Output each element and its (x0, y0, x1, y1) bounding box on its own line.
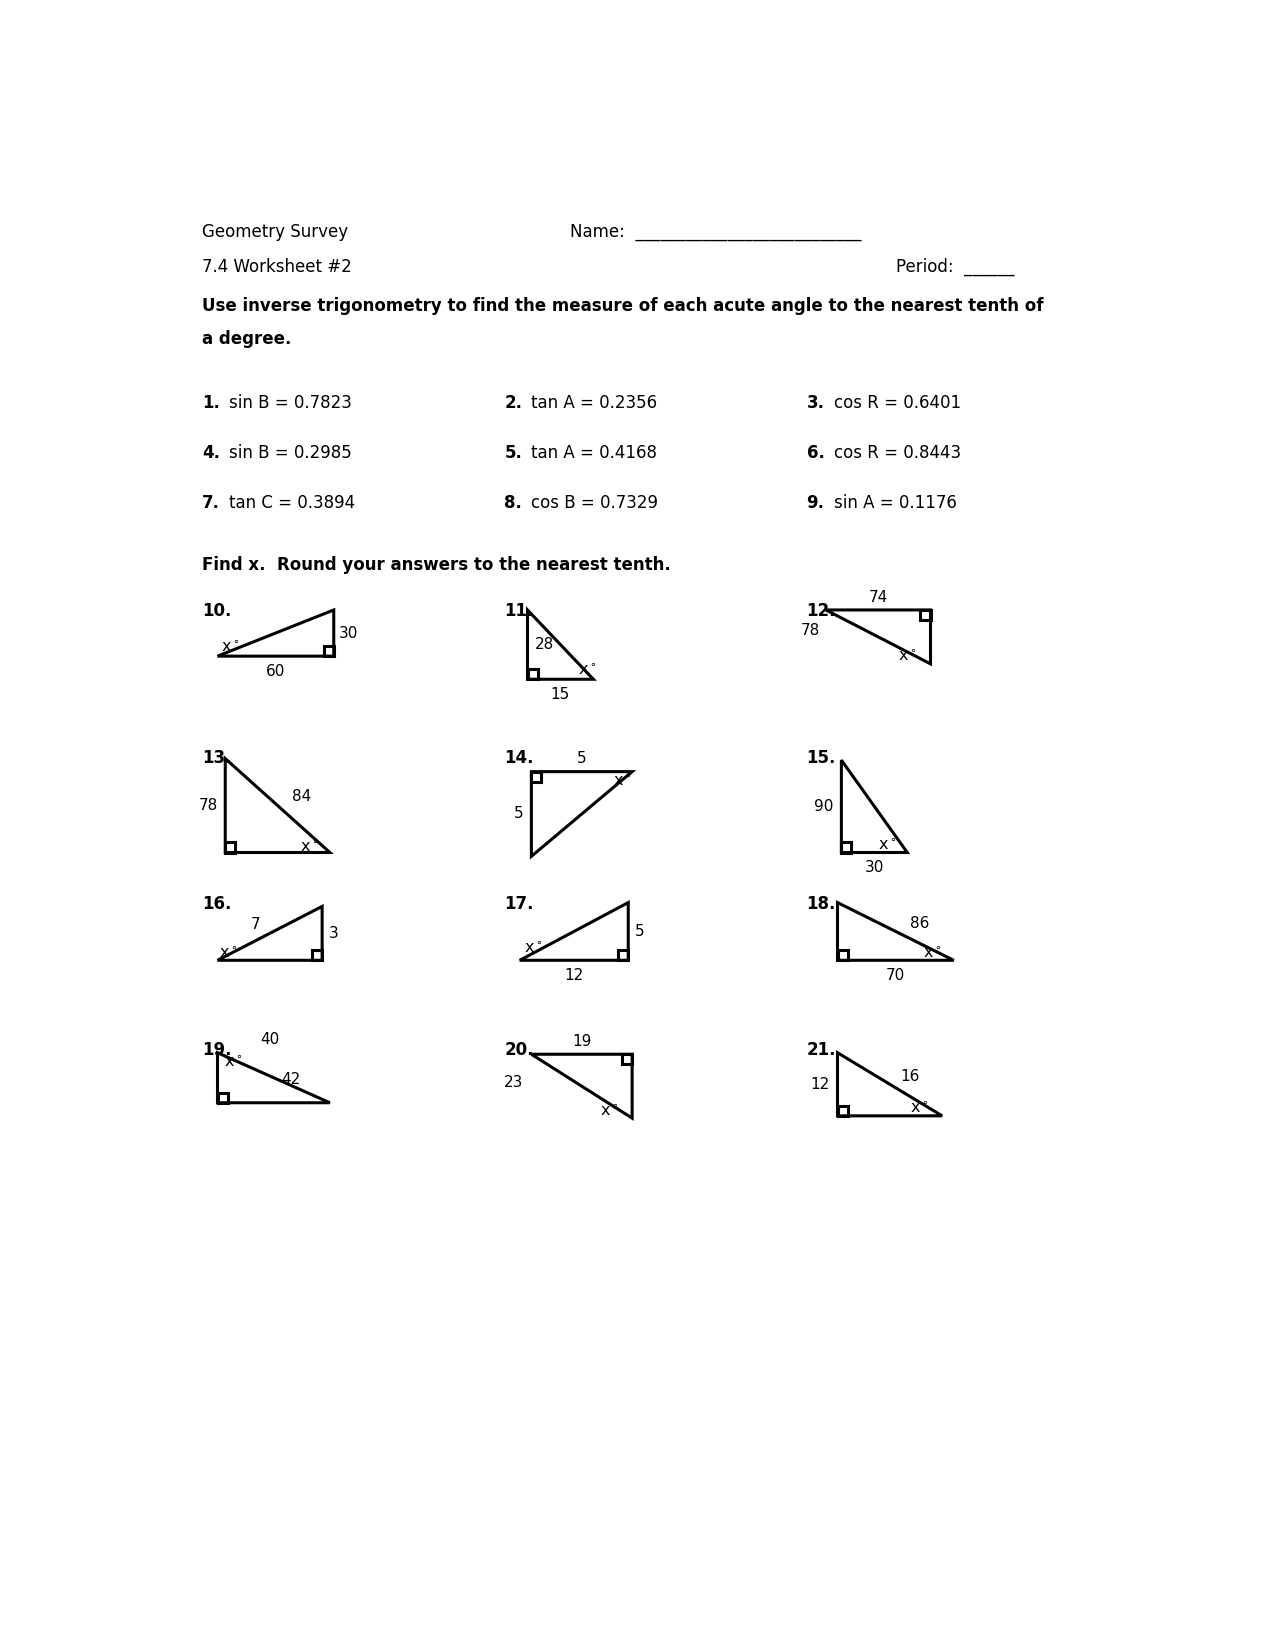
Text: 7.: 7. (201, 495, 221, 513)
Text: 2.: 2. (504, 394, 523, 412)
Text: 19: 19 (572, 1035, 592, 1049)
Text: Name:  ___________________________: Name: ___________________________ (570, 223, 862, 241)
Text: 30: 30 (864, 860, 884, 874)
Text: 3.: 3. (807, 394, 825, 412)
Text: tan A = 0.2356: tan A = 0.2356 (532, 394, 658, 412)
Text: 90: 90 (815, 799, 834, 813)
Text: Geometry Survey: Geometry Survey (201, 223, 348, 241)
Text: 40: 40 (260, 1033, 279, 1048)
Text: 78: 78 (198, 799, 218, 813)
Text: 5: 5 (576, 751, 587, 766)
Text: 3: 3 (329, 926, 338, 940)
Text: x$^\circ$: x$^\circ$ (877, 837, 896, 853)
Text: 12.: 12. (807, 602, 836, 620)
Text: x$^\circ$: x$^\circ$ (578, 662, 597, 678)
Text: 10.: 10. (201, 602, 231, 620)
Text: 6.: 6. (807, 444, 825, 462)
Text: x$^\circ$: x$^\circ$ (223, 1054, 242, 1071)
Text: sin B = 0.2985: sin B = 0.2985 (230, 444, 352, 462)
Text: 4.: 4. (201, 444, 221, 462)
Text: 1.: 1. (201, 394, 219, 412)
Text: 21.: 21. (807, 1041, 836, 1059)
Text: 5.: 5. (504, 444, 523, 462)
Text: 12: 12 (811, 1077, 830, 1092)
Text: x$^\circ$: x$^\circ$ (599, 1102, 618, 1119)
Text: 78: 78 (801, 624, 820, 639)
Text: 14.: 14. (504, 749, 534, 767)
Text: 5: 5 (635, 924, 644, 939)
Text: 12: 12 (565, 969, 584, 983)
Text: 7.4 Worksheet #2: 7.4 Worksheet #2 (201, 257, 352, 276)
Text: 42: 42 (282, 1072, 301, 1087)
Text: x$^\circ$: x$^\circ$ (301, 838, 320, 855)
Text: 84: 84 (292, 789, 311, 804)
Text: 13.: 13. (201, 749, 232, 767)
Text: Period:  ______: Period: ______ (895, 257, 1014, 276)
Text: x$^\circ$: x$^\circ$ (909, 1101, 928, 1117)
Text: x$^\circ$: x$^\circ$ (613, 774, 631, 789)
Text: 8.: 8. (504, 495, 523, 513)
Text: sin A = 0.1176: sin A = 0.1176 (834, 495, 956, 513)
Text: 18.: 18. (807, 894, 836, 912)
Text: 30: 30 (339, 625, 358, 640)
Text: 17.: 17. (504, 894, 534, 912)
Text: cos B = 0.7329: cos B = 0.7329 (532, 495, 658, 513)
Text: 16.: 16. (201, 894, 231, 912)
Text: 15.: 15. (807, 749, 836, 767)
Text: 74: 74 (868, 589, 887, 604)
Text: 28: 28 (534, 637, 553, 652)
Text: Use inverse trigonometry to find the measure of each acute angle to the nearest : Use inverse trigonometry to find the mea… (201, 297, 1043, 315)
Text: a degree.: a degree. (201, 330, 292, 348)
Text: 7: 7 (251, 917, 260, 932)
Text: 19.: 19. (201, 1041, 232, 1059)
Text: 16: 16 (900, 1069, 921, 1084)
Text: sin B = 0.7823: sin B = 0.7823 (230, 394, 352, 412)
Text: 11.: 11. (504, 602, 534, 620)
Text: 20.: 20. (504, 1041, 534, 1059)
Text: tan A = 0.4168: tan A = 0.4168 (532, 444, 658, 462)
Text: x$^\circ$: x$^\circ$ (898, 648, 917, 665)
Text: x$^\circ$: x$^\circ$ (219, 945, 238, 960)
Text: x$^\circ$: x$^\circ$ (923, 945, 942, 960)
Text: tan C = 0.3894: tan C = 0.3894 (230, 495, 356, 513)
Text: Find x.  Round your answers to the nearest tenth.: Find x. Round your answers to the neares… (201, 556, 671, 574)
Text: 5: 5 (514, 807, 524, 822)
Text: 86: 86 (909, 916, 929, 931)
Text: 23: 23 (504, 1074, 524, 1091)
Text: 70: 70 (886, 969, 905, 983)
Text: 9.: 9. (807, 495, 825, 513)
Text: x$^\circ$: x$^\circ$ (524, 940, 543, 957)
Text: 60: 60 (266, 663, 286, 678)
Text: x$^\circ$: x$^\circ$ (221, 639, 240, 655)
Text: 15: 15 (551, 686, 570, 701)
Text: cos R = 0.6401: cos R = 0.6401 (834, 394, 961, 412)
Text: cos R = 0.8443: cos R = 0.8443 (834, 444, 961, 462)
